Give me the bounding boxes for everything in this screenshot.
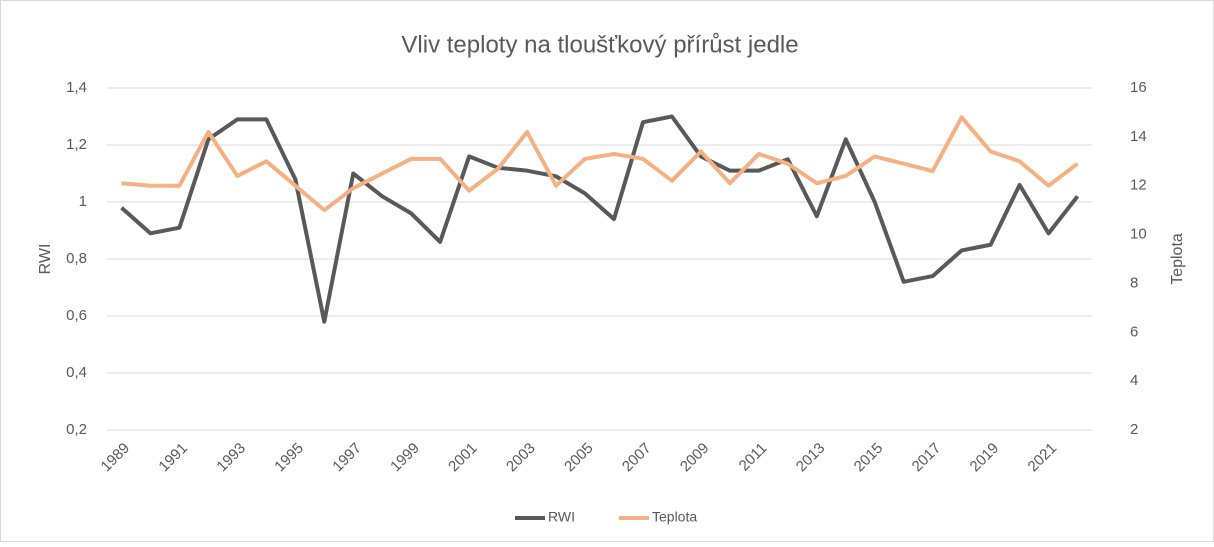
y-tick-label: 1,4 xyxy=(66,79,87,96)
y2-tick-label: 14 xyxy=(1130,128,1147,145)
y-tick-label: 0,4 xyxy=(66,364,87,381)
y-tick-label: 1 xyxy=(79,193,87,210)
y2-tick-label: 16 xyxy=(1130,79,1147,96)
y-tick-label: 0,8 xyxy=(66,250,87,267)
legend-label: RWI xyxy=(548,509,575,525)
line-series xyxy=(121,115,1079,213)
line-series xyxy=(120,114,1080,324)
legend-label: Teplota xyxy=(652,509,697,525)
y2-tick-label: 6 xyxy=(1130,323,1138,340)
y2-tick-label: 2 xyxy=(1130,421,1138,438)
chart-title: Vliv teploty na tloušťkový přírůst jedle xyxy=(401,31,798,58)
y-tick-label: 0,6 xyxy=(66,307,87,324)
y2-axis-label: Teplota xyxy=(1169,233,1186,285)
y-tick-label: 0,2 xyxy=(66,421,87,438)
y2-tick-label: 4 xyxy=(1130,372,1138,389)
y2-tick-label: 8 xyxy=(1130,274,1138,291)
y-axis-label: RWI xyxy=(37,244,54,275)
y-tick-label: 1,2 xyxy=(66,136,87,153)
y2-tick-label: 12 xyxy=(1130,177,1147,194)
y2-tick-label: 10 xyxy=(1130,226,1147,243)
